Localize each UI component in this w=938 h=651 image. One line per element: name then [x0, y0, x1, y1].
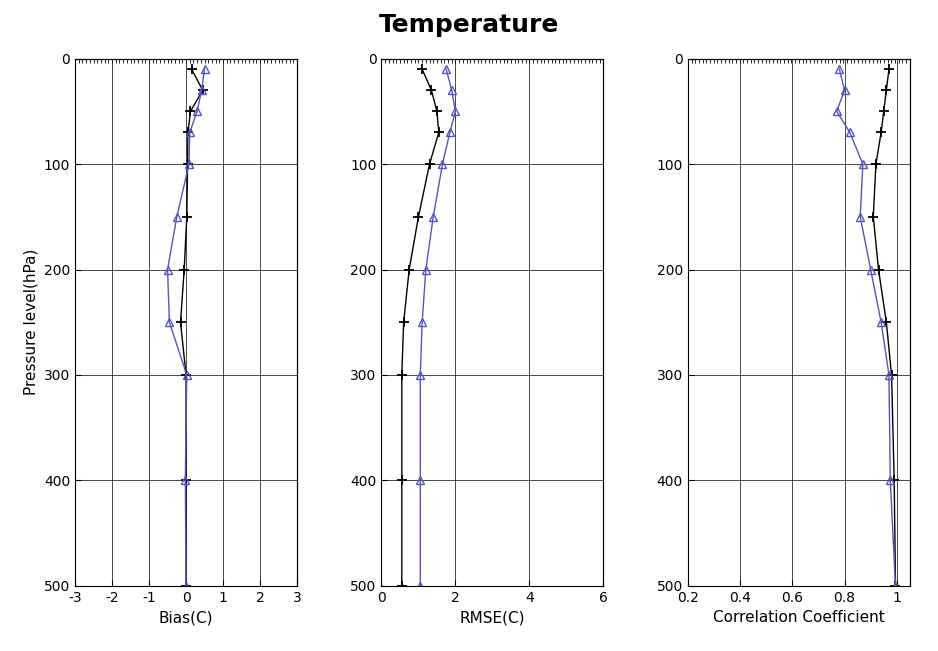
Analysis	[890, 582, 901, 590]
Analysis	[197, 87, 208, 94]
Analysis	[185, 107, 196, 115]
Analysis	[431, 107, 443, 115]
Line: Analysis: Analysis	[869, 64, 900, 590]
24-hr prediction	[890, 582, 901, 590]
24-hr prediction	[884, 371, 895, 379]
Analysis	[180, 371, 191, 379]
24-hr prediction	[180, 582, 191, 590]
24-hr prediction	[834, 65, 845, 73]
Analysis	[433, 128, 445, 136]
Line: Analysis: Analysis	[175, 64, 207, 590]
Analysis	[875, 128, 886, 136]
Line: 24-hr prediction: 24-hr prediction	[416, 65, 460, 590]
Analysis	[403, 266, 415, 273]
24-hr prediction	[415, 371, 426, 379]
Line: 24-hr prediction: 24-hr prediction	[163, 65, 209, 590]
24-hr prediction	[164, 318, 175, 326]
X-axis label: Bias(C): Bias(C)	[159, 611, 213, 626]
Analysis	[870, 160, 882, 168]
24-hr prediction	[865, 266, 876, 273]
24-hr prediction	[428, 213, 439, 221]
24-hr prediction	[199, 65, 210, 73]
24-hr prediction	[180, 477, 191, 484]
24-hr prediction	[196, 87, 207, 94]
Analysis	[396, 371, 407, 379]
Analysis	[182, 160, 193, 168]
Analysis	[174, 318, 186, 326]
Line: 24-hr prediction: 24-hr prediction	[833, 65, 900, 590]
Analysis	[396, 477, 407, 484]
Analysis	[416, 65, 428, 73]
24-hr prediction	[184, 128, 195, 136]
Analysis	[881, 318, 892, 326]
24-hr prediction	[415, 477, 426, 484]
24-hr prediction	[875, 318, 886, 326]
24-hr prediction	[162, 266, 174, 273]
Analysis	[398, 318, 409, 326]
Analysis	[878, 107, 889, 115]
Analysis	[884, 65, 895, 73]
24-hr prediction	[416, 318, 428, 326]
Analysis	[396, 582, 407, 590]
24-hr prediction	[420, 266, 431, 273]
24-hr prediction	[445, 128, 456, 136]
X-axis label: Correlation Coefficient: Correlation Coefficient	[713, 611, 885, 626]
Line: Analysis: Analysis	[397, 64, 444, 590]
24-hr prediction	[885, 477, 896, 484]
24-hr prediction	[441, 65, 452, 73]
Analysis	[182, 128, 193, 136]
24-hr prediction	[184, 160, 195, 168]
Analysis	[424, 160, 435, 168]
Analysis	[180, 582, 191, 590]
X-axis label: RMSE(C): RMSE(C)	[460, 611, 525, 626]
24-hr prediction	[446, 87, 458, 94]
Analysis	[426, 87, 437, 94]
24-hr prediction	[831, 107, 842, 115]
Analysis	[888, 477, 900, 484]
24-hr prediction	[450, 107, 461, 115]
24-hr prediction	[437, 160, 448, 168]
Analysis	[178, 266, 189, 273]
Analysis	[886, 371, 898, 379]
Y-axis label: Pressure level(hPa): Pressure level(hPa)	[23, 249, 38, 395]
24-hr prediction	[855, 213, 866, 221]
24-hr prediction	[181, 371, 192, 379]
Analysis	[881, 87, 892, 94]
Analysis	[868, 213, 879, 221]
Analysis	[181, 213, 192, 221]
Analysis	[413, 213, 424, 221]
24-hr prediction	[839, 87, 850, 94]
24-hr prediction	[857, 160, 869, 168]
Analysis	[180, 477, 191, 484]
Analysis	[186, 65, 197, 73]
Text: Temperature: Temperature	[379, 13, 559, 37]
24-hr prediction	[171, 213, 182, 221]
Analysis	[873, 266, 885, 273]
24-hr prediction	[844, 128, 855, 136]
24-hr prediction	[191, 107, 203, 115]
24-hr prediction	[415, 582, 426, 590]
